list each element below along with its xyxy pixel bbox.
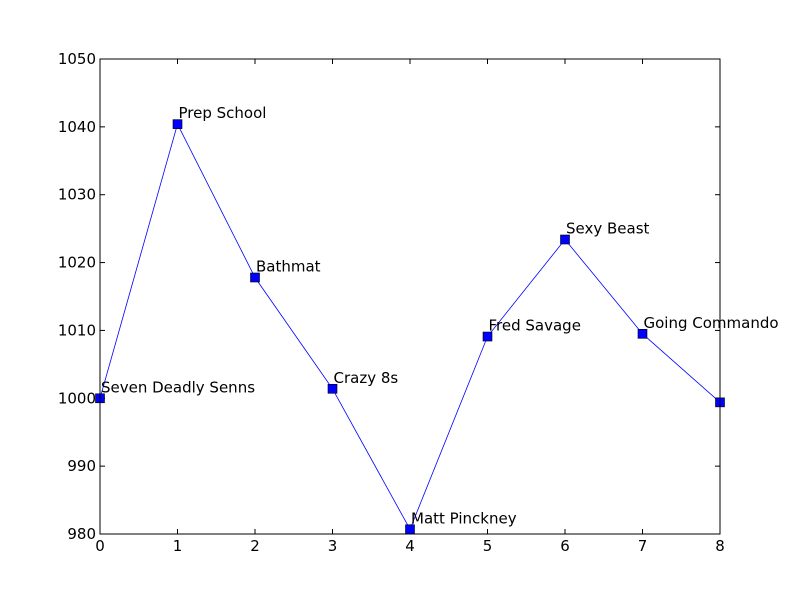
y-tick-label: 990 <box>67 457 96 475</box>
x-tick-label: 3 <box>328 537 338 555</box>
x-tick-label: 6 <box>560 537 570 555</box>
x-tick-label: 8 <box>715 537 725 555</box>
y-axis: 980 990 1000 1010 1020 1030 1040 1050 <box>58 50 720 543</box>
plot-frame <box>99 58 721 535</box>
plot-area <box>100 59 720 534</box>
data-point-marker <box>482 331 493 342</box>
data-point-label: Prep School <box>179 104 267 122</box>
x-tick-label: 2 <box>250 537 260 555</box>
data-point-label: Matt Pinckney <box>411 509 517 527</box>
y-tick-label: 1020 <box>58 254 96 272</box>
y-tick-label: 1030 <box>58 186 96 204</box>
data-point-label: Fred Savage <box>489 317 581 335</box>
data-point-marker <box>327 383 338 394</box>
data-point-label: Crazy 8s <box>334 369 399 387</box>
x-tick-label: 1 <box>173 537 183 555</box>
data-point-marker <box>250 272 260 283</box>
data-point-label: Sexy Beast <box>566 220 650 238</box>
point-labels: Seven Deadly Senns Prep School Bathmat Craz… <box>101 104 779 527</box>
data-point-label: Bathmat <box>256 258 321 276</box>
y-tick-label: 1000 <box>58 389 96 407</box>
data-point-marker <box>637 329 648 339</box>
y-tick-label: 1010 <box>58 321 96 339</box>
x-tick-label: 0 <box>95 537 105 555</box>
x-tick-label: 4 <box>405 537 415 555</box>
data-point-label: Seven Deadly Senns <box>101 378 255 396</box>
y-tick-label: 980 <box>67 525 96 543</box>
data-point-marker <box>560 234 570 245</box>
x-tick-label: 5 <box>483 537 493 555</box>
data-point-label: Going Commando <box>644 314 779 332</box>
x-tick-label: 7 <box>638 537 648 555</box>
data-point-marker <box>172 119 183 129</box>
y-tick-label: 1040 <box>58 118 96 136</box>
y-tick-label: 1050 <box>58 50 96 68</box>
